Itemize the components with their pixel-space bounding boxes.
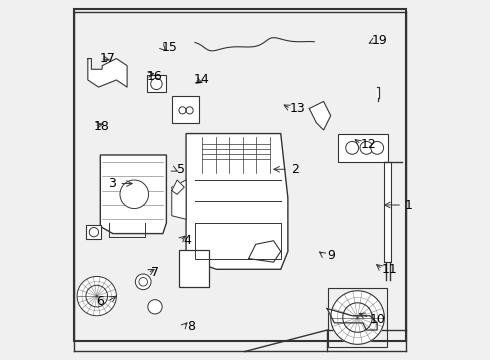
Circle shape: [135, 274, 151, 290]
Text: 5: 5: [177, 163, 185, 176]
Text: 1: 1: [405, 198, 413, 212]
Polygon shape: [100, 155, 167, 234]
Text: 19: 19: [372, 34, 388, 47]
Circle shape: [151, 78, 162, 90]
Text: 4: 4: [183, 234, 191, 247]
Text: 17: 17: [99, 52, 116, 65]
Text: 15: 15: [162, 41, 178, 54]
FancyBboxPatch shape: [172, 96, 198, 123]
Text: 13: 13: [290, 102, 306, 115]
Polygon shape: [172, 180, 186, 219]
Text: 2: 2: [291, 163, 299, 176]
Polygon shape: [384, 162, 392, 262]
Circle shape: [148, 300, 162, 314]
Bar: [147, 75, 167, 93]
Polygon shape: [331, 291, 384, 344]
Text: 10: 10: [369, 313, 385, 326]
Bar: [328, 288, 387, 347]
Polygon shape: [248, 241, 281, 262]
Text: 14: 14: [194, 73, 209, 86]
Text: 7: 7: [151, 266, 159, 279]
Polygon shape: [88, 59, 127, 87]
Circle shape: [139, 278, 147, 286]
Polygon shape: [172, 180, 184, 194]
Bar: [86, 225, 101, 239]
Bar: [179, 249, 209, 287]
Text: 6: 6: [97, 295, 104, 308]
Circle shape: [120, 180, 148, 208]
Text: 11: 11: [382, 263, 397, 276]
Text: 3: 3: [108, 177, 116, 190]
Polygon shape: [77, 276, 117, 316]
Text: 18: 18: [94, 120, 109, 133]
Text: 16: 16: [147, 70, 163, 83]
Text: 9: 9: [327, 248, 335, 261]
Polygon shape: [327, 309, 377, 330]
Circle shape: [346, 141, 359, 154]
Polygon shape: [377, 87, 379, 96]
Text: 12: 12: [360, 138, 376, 151]
Polygon shape: [338, 134, 388, 162]
Polygon shape: [309, 102, 331, 130]
Circle shape: [89, 228, 98, 237]
Text: 8: 8: [187, 320, 195, 333]
Circle shape: [360, 141, 373, 154]
Polygon shape: [186, 134, 288, 269]
Circle shape: [371, 141, 384, 154]
